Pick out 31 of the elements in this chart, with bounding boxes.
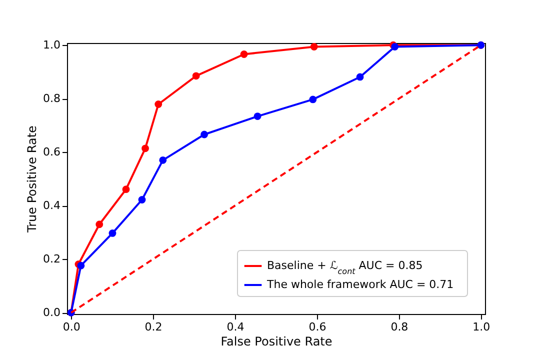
y-axis-title: True Positive Rate (25, 126, 40, 234)
point (159, 156, 167, 164)
point (154, 100, 162, 108)
x-tick-label: 1.0 (472, 320, 490, 334)
y-tick-label: 0.4 (43, 199, 60, 212)
point (200, 130, 208, 138)
x-tick-label: 0.6 (308, 320, 326, 334)
point (192, 72, 200, 80)
point (138, 196, 146, 204)
y-tick-label: 0.8 (43, 92, 60, 106)
point (309, 96, 317, 104)
point (142, 144, 149, 152)
y-tick-label: 1.0 (43, 38, 60, 52)
y-tick-label: 0.6 (43, 146, 60, 159)
legend-label: The whole framework AUC = 0.71 (266, 278, 454, 291)
point (108, 230, 116, 237)
legend-label: Baseline + ℒ$_{cont}$ AUC = 0.85 (267, 259, 423, 276)
point (310, 43, 318, 50)
x-tick-label: 0.4 (226, 320, 244, 334)
y-tick-label: 0.0 (43, 306, 60, 320)
point (96, 220, 104, 228)
x-tick-label: 0.8 (390, 320, 408, 334)
point (356, 73, 364, 81)
x-axis-title: False Positive Rate (220, 334, 332, 348)
x-tick-label: 0.0 (62, 320, 80, 334)
point (122, 186, 130, 194)
point (77, 262, 85, 270)
point (254, 112, 262, 120)
y-tick-label: 0.2 (43, 252, 60, 266)
x-tick-label: 0.2 (144, 320, 162, 334)
point (240, 50, 248, 58)
